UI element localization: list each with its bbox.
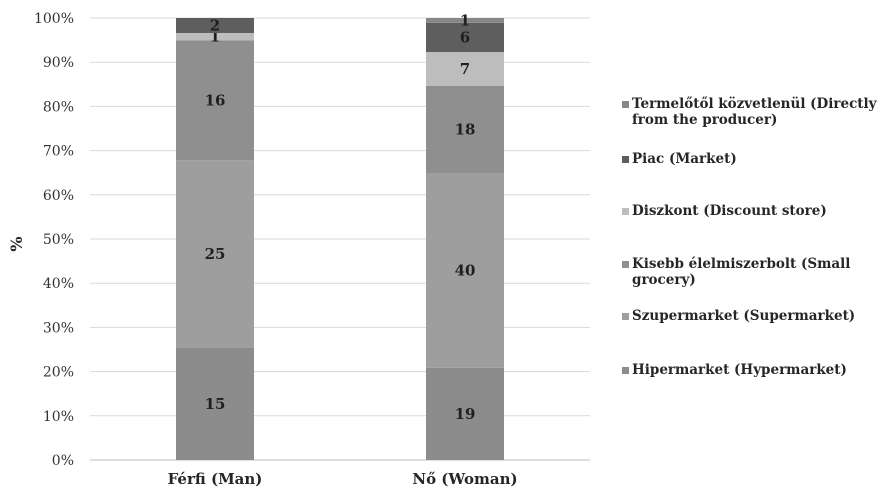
data-label: 1 (460, 11, 470, 29)
legend-label: Piac (Market) (632, 151, 737, 167)
data-label: 16 (205, 91, 226, 109)
legend-swatch (622, 261, 629, 268)
bar-segment (426, 22, 504, 52)
legend-swatch (622, 367, 629, 374)
x-axis-categories: Férfi (Man) Nő (Woman) (168, 470, 518, 488)
y-tick-label: 70% (43, 144, 74, 160)
y-tick-label: 40% (43, 276, 74, 292)
bar-segment (176, 347, 254, 460)
bar-segment (176, 32, 254, 41)
bar-segment (176, 160, 254, 348)
gridlines (90, 17, 590, 461)
y-tick-label: 100% (34, 11, 74, 27)
y-tick-label: 30% (43, 320, 74, 336)
y-tick-label: 50% (43, 232, 74, 248)
legend-label: Termelőtől közvetlenül (Directly from the… (632, 96, 878, 128)
x-category-label: Nő (Woman) (412, 470, 517, 488)
data-label: 40 (455, 262, 476, 280)
bar-segment (426, 173, 504, 368)
bar-segment (176, 40, 254, 161)
legend-swatch (622, 313, 629, 320)
data-label: 25 (205, 245, 226, 263)
legend-label: Diszkont (Discount store) (632, 203, 827, 219)
y-tick-label: 90% (43, 55, 74, 71)
legend-swatch (622, 101, 629, 108)
data-label: 15 (205, 395, 226, 413)
data-label: 2 (210, 16, 220, 34)
y-axis-label: % (7, 236, 26, 251)
legend-label: Szupermarket (Supermarket) (632, 308, 855, 324)
data-label: 18 (455, 121, 476, 139)
x-category-label: Férfi (Man) (168, 470, 263, 488)
data-label: 6 (460, 28, 470, 46)
legend-label: Hipermarket (Hypermarket) (632, 362, 847, 378)
legend: Termelőtől közvetlenül (Directly from the… (622, 96, 878, 378)
y-axis-ticks: 0% 10% 20% 30% 40% 50% 60% 70% 80% 90% 100% (34, 11, 74, 469)
legend-label: Kisebb élelmiszerbolt (Small grocery) (632, 256, 850, 288)
bar-segment (426, 18, 504, 23)
legend-swatch (622, 208, 629, 215)
y-tick-label: 20% (43, 365, 74, 381)
y-tick-label: 60% (43, 188, 74, 204)
data-label: 7 (460, 60, 470, 78)
bar-segment (426, 367, 504, 460)
data-label: 1 (210, 28, 220, 46)
bar-segment (426, 86, 504, 174)
y-tick-label: 10% (43, 409, 74, 425)
y-tick-label: 0% (52, 453, 74, 469)
bar-segment (176, 18, 254, 33)
y-tick-label: 80% (43, 99, 74, 115)
data-label: 19 (455, 405, 476, 423)
legend-swatch (622, 156, 629, 163)
bar-segment (426, 52, 504, 86)
